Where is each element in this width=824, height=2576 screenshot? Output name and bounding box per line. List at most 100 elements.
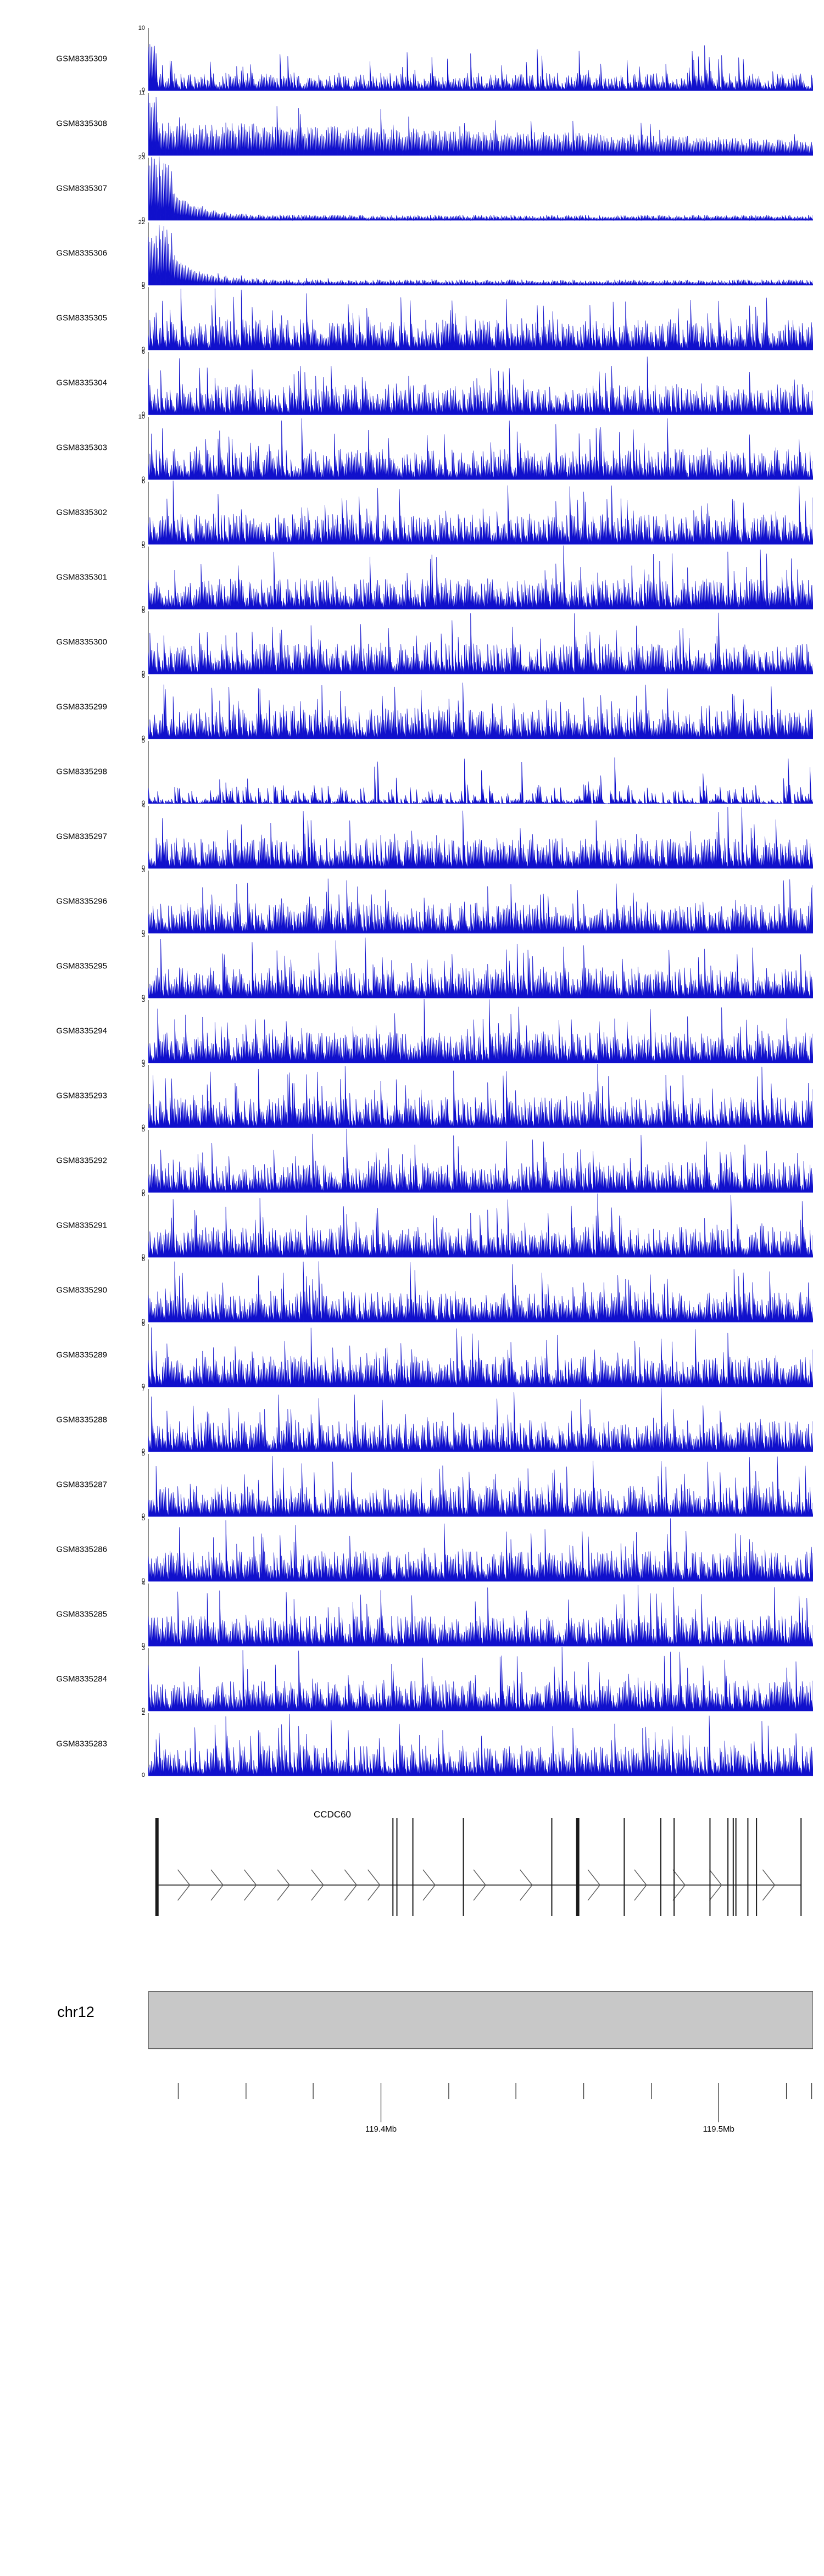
y-axis-min-label: 0 — [141, 1189, 145, 1195]
y-axis-max-label: 6 — [141, 349, 145, 355]
strand-arrow-icon — [473, 1869, 486, 1901]
coverage-track[interactable]: GSM8335287 5 0 — [0, 1451, 824, 1519]
coverage-track[interactable]: GSM8335289 6 0 — [0, 1322, 824, 1390]
coverage-area-chart — [148, 1193, 813, 1258]
gene-exon — [727, 1818, 729, 1916]
coverage-track[interactable]: GSM8335285 4 0 — [0, 1581, 824, 1649]
coverage-area-chart — [148, 1128, 813, 1193]
coverage-track[interactable]: GSM8335292 5 0 — [0, 1127, 824, 1195]
gene-exon — [673, 1818, 675, 1916]
track-plot-area[interactable]: 22 0 — [138, 220, 813, 288]
y-axis-min-label: 0 — [141, 476, 145, 482]
strand-arrow-icon — [762, 1869, 776, 1901]
y-axis-min-label: 0 — [141, 411, 145, 417]
track-sample-label: GSM8335293 — [56, 1091, 107, 1101]
gene-annotation-track[interactable]: CCDC60 — [0, 1803, 824, 1929]
y-axis-min-label: 0 — [141, 735, 145, 741]
coverage-track[interactable]: GSM8335283 2 0 — [0, 1710, 824, 1778]
track-sample-label: GSM8335299 — [56, 702, 107, 712]
track-plot-area[interactable]: 10 0 — [138, 25, 813, 93]
coverage-track[interactable]: GSM8335298 5 0 — [0, 738, 824, 806]
track-sample-label: GSM8335285 — [56, 1609, 107, 1619]
coverage-track[interactable]: GSM8335305 5 0 — [0, 285, 824, 353]
track-plot-area[interactable]: 10 0 — [138, 414, 813, 482]
track-sample-label: GSM8335295 — [56, 961, 107, 971]
coverage-track[interactable]: GSM8335309 10 0 — [0, 25, 824, 93]
y-axis-min-label: 0 — [141, 1124, 145, 1130]
y-axis-min-label: 0 — [141, 1772, 145, 1778]
y-axis-max-label: 23 — [138, 154, 145, 161]
coverage-area-chart — [148, 27, 813, 91]
y-axis-min-label: 0 — [141, 1642, 145, 1649]
y-axis-min-label: 0 — [141, 1577, 145, 1584]
y-axis-min-label: 0 — [141, 152, 145, 158]
track-sample-label: GSM8335298 — [56, 767, 107, 777]
coverage-track[interactable]: GSM8335291 6 0 — [0, 1192, 824, 1260]
coverage-track[interactable]: GSM8335300 6 0 — [0, 609, 824, 677]
chromosome-ideogram-track: chr12 — [0, 1973, 824, 2083]
track-plot-area[interactable]: 11 0 — [139, 90, 813, 158]
gene-model-plot[interactable] — [148, 1803, 813, 1929]
y-axis-max-label: 10 — [138, 414, 145, 420]
track-plot-area[interactable]: 23 0 — [138, 155, 813, 223]
track-sample-label: GSM8335287 — [56, 1480, 107, 1490]
coverage-area-chart — [148, 870, 813, 934]
coverage-track[interactable]: GSM8335294 3 0 — [0, 997, 824, 1066]
coverage-track[interactable]: GSM8335306 22 0 — [0, 220, 824, 288]
axis-svg — [177, 2076, 812, 2122]
y-axis-min-label: 0 — [141, 346, 145, 353]
y-axis-min-label: 0 — [141, 670, 145, 677]
coverage-track[interactable]: GSM8335303 10 0 — [0, 414, 824, 482]
y-axis-max-label: 6 — [141, 1191, 145, 1198]
coverage-track[interactable]: GSM8335304 6 0 — [0, 349, 824, 417]
track-sample-label: GSM8335304 — [56, 378, 107, 388]
coverage-track[interactable]: GSM8335290 6 0 — [0, 1257, 824, 1325]
coverage-track[interactable]: GSM8335288 7 0 — [0, 1386, 824, 1454]
genomic-axis: 119.4Mb 119.5Mb — [0, 2076, 824, 2165]
strand-arrow-icon — [311, 1869, 324, 1901]
gene-exon — [155, 1818, 159, 1916]
y-axis-max-label: 5 — [141, 284, 145, 291]
ideogram-bar[interactable] — [148, 1988, 814, 2082]
coverage-track[interactable]: GSM8335301 5 0 — [0, 544, 824, 612]
strand-arrow-icon — [422, 1869, 436, 1901]
coverage-track[interactable]: GSM8335299 6 0 — [0, 673, 824, 741]
track-sample-label: GSM8335288 — [56, 1415, 107, 1425]
y-axis-min-label: 0 — [141, 929, 145, 936]
coverage-track[interactable]: GSM8335295 3 0 — [0, 933, 824, 1001]
coverage-area-chart — [148, 92, 813, 156]
coverage-track[interactable]: GSM8335297 4 0 — [0, 803, 824, 871]
coverage-track[interactable]: GSM8335296 3 0 — [0, 868, 824, 936]
gene-exon — [463, 1818, 464, 1916]
coverage-track[interactable]: GSM8335284 3 0 — [0, 1646, 824, 1714]
coverage-track[interactable]: GSM8335308 11 0 — [0, 90, 824, 158]
coverage-track[interactable]: GSM8335286 5 0 — [0, 1516, 824, 1584]
track-sample-label: GSM8335284 — [56, 1674, 107, 1684]
y-axis-max-label: 5 — [141, 1127, 145, 1133]
coverage-track[interactable]: GSM8335302 6 0 — [0, 479, 824, 547]
coverage-track[interactable]: GSM8335293 3 0 — [0, 1062, 824, 1130]
coverage-track[interactable]: GSM8335307 23 0 — [0, 155, 824, 223]
